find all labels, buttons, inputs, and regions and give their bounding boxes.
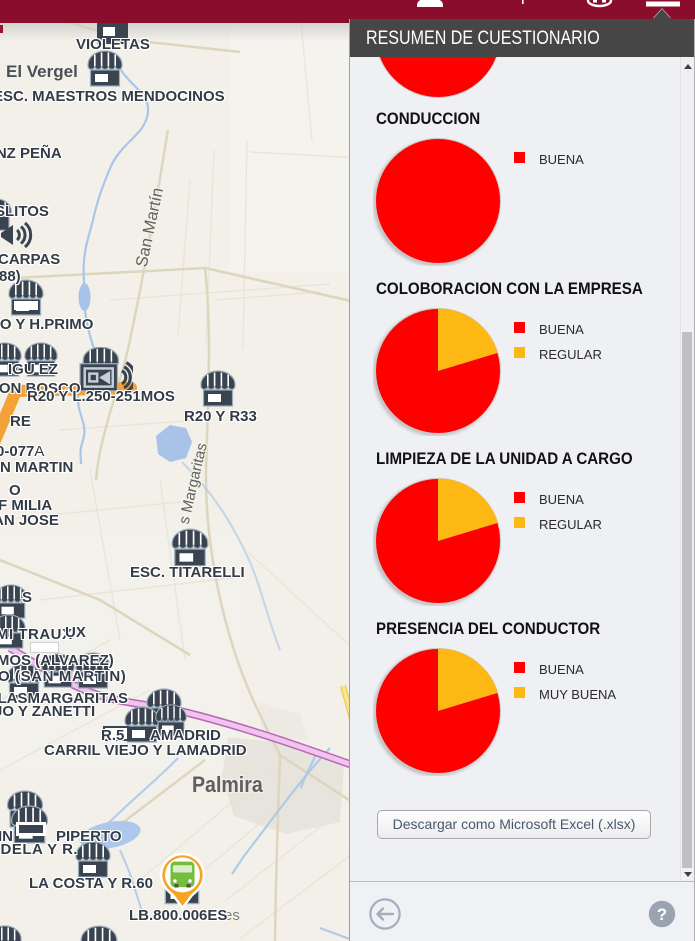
svg-text:?: ? xyxy=(657,905,667,924)
